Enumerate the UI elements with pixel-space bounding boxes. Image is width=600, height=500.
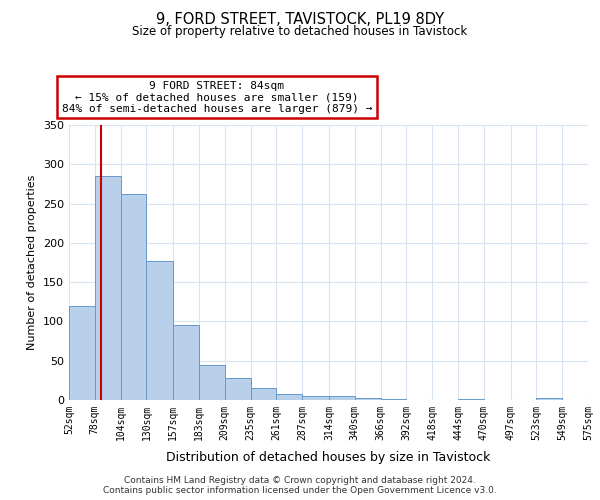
Bar bbox=[146, 261, 173, 400]
Bar bbox=[95, 176, 121, 400]
Bar bbox=[121, 194, 146, 400]
Bar bbox=[69, 306, 95, 400]
Bar bbox=[329, 396, 355, 400]
Bar bbox=[536, 398, 562, 400]
Bar bbox=[302, 396, 329, 400]
Bar bbox=[251, 388, 277, 400]
Bar bbox=[355, 398, 380, 400]
Text: 9, FORD STREET, TAVISTOCK, PL19 8DY: 9, FORD STREET, TAVISTOCK, PL19 8DY bbox=[156, 12, 444, 28]
X-axis label: Distribution of detached houses by size in Tavistock: Distribution of detached houses by size … bbox=[166, 451, 491, 464]
Y-axis label: Number of detached properties: Number of detached properties bbox=[28, 175, 37, 350]
Text: Contains HM Land Registry data © Crown copyright and database right 2024.
Contai: Contains HM Land Registry data © Crown c… bbox=[103, 476, 497, 495]
Text: 9 FORD STREET: 84sqm
← 15% of detached houses are smaller (159)
84% of semi-deta: 9 FORD STREET: 84sqm ← 15% of detached h… bbox=[62, 81, 372, 114]
Bar bbox=[277, 394, 302, 400]
Bar bbox=[380, 399, 406, 400]
Bar bbox=[225, 378, 251, 400]
Bar bbox=[199, 364, 225, 400]
Text: Size of property relative to detached houses in Tavistock: Size of property relative to detached ho… bbox=[133, 25, 467, 38]
Bar bbox=[173, 326, 199, 400]
Bar bbox=[458, 399, 484, 400]
